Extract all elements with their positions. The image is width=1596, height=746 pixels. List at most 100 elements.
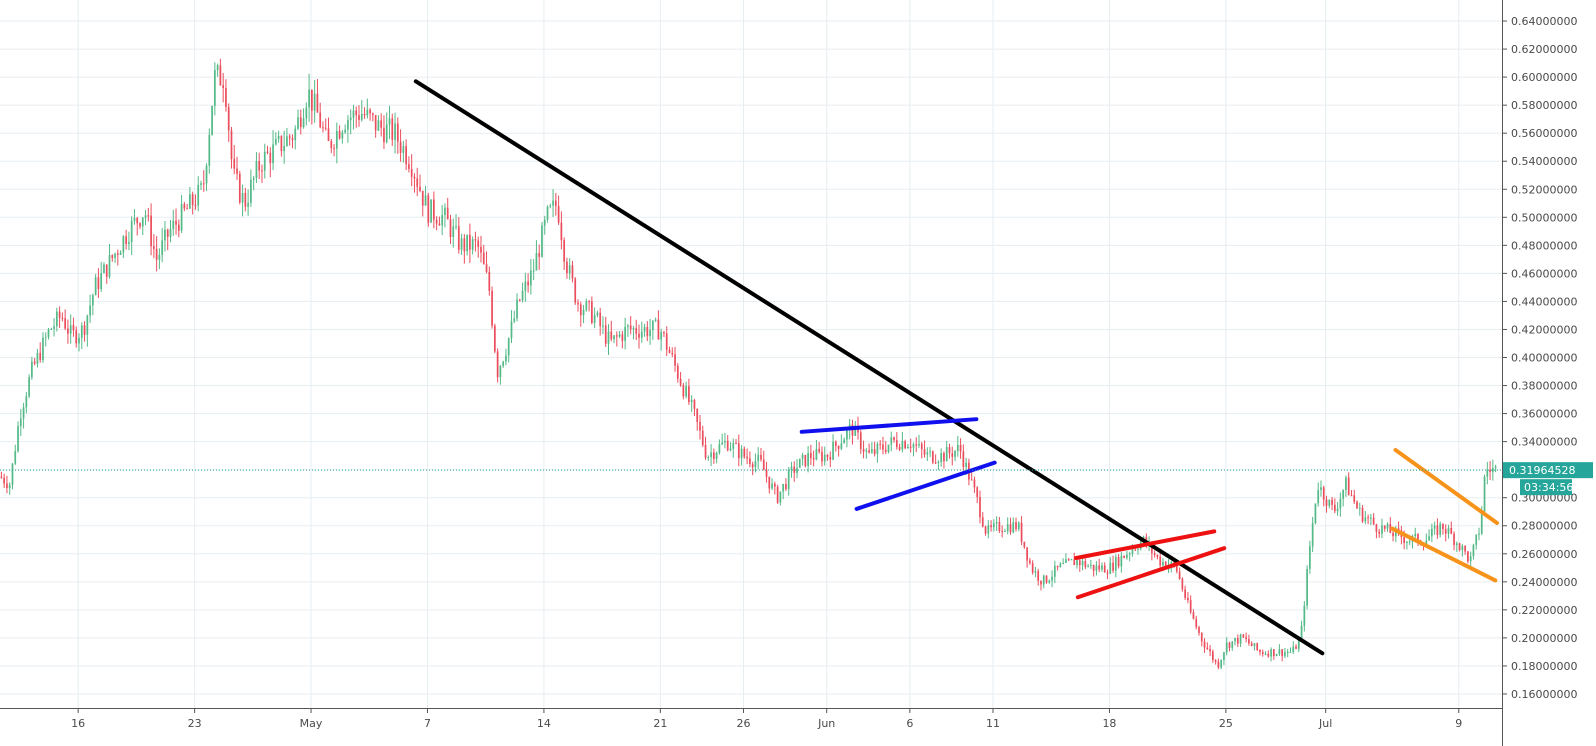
candle-down bbox=[610, 320, 613, 342]
candle-down bbox=[449, 214, 452, 244]
candle-up bbox=[1223, 651, 1225, 665]
candle-up bbox=[640, 321, 643, 343]
candle-up bbox=[19, 409, 22, 437]
candle-down bbox=[374, 115, 377, 138]
candle-up bbox=[1286, 648, 1289, 658]
candle-up bbox=[36, 348, 39, 368]
candle-down bbox=[1442, 523, 1444, 535]
candle-down bbox=[419, 174, 421, 193]
candle-up bbox=[1431, 523, 1433, 543]
candle-down bbox=[1040, 580, 1042, 591]
candle-up bbox=[1433, 521, 1436, 535]
candle-up bbox=[283, 130, 286, 164]
candle-up bbox=[1042, 574, 1045, 589]
price-tick-label: 0.64000000 bbox=[1511, 15, 1577, 28]
candle-up bbox=[28, 374, 30, 399]
candle-down bbox=[1029, 557, 1031, 565]
candle-up bbox=[158, 248, 161, 270]
candle-down bbox=[322, 121, 324, 133]
candle-down bbox=[768, 476, 771, 494]
candle-down bbox=[222, 73, 225, 103]
candle-up bbox=[1114, 554, 1117, 578]
candle-up bbox=[1081, 557, 1084, 571]
candle-up bbox=[1439, 521, 1442, 538]
candle-down bbox=[194, 194, 197, 210]
candle-down bbox=[227, 103, 230, 143]
candle-up bbox=[1090, 559, 1092, 570]
candle-up bbox=[1017, 521, 1020, 532]
candle-down bbox=[435, 216, 438, 231]
candle-down bbox=[834, 440, 837, 452]
candle-up bbox=[926, 447, 929, 461]
candle-up bbox=[524, 272, 527, 302]
price-tick-label: 0.38000000 bbox=[1511, 380, 1577, 393]
time-tick-label: Jun bbox=[817, 717, 835, 730]
candle-up bbox=[929, 446, 931, 458]
candle-up bbox=[907, 443, 909, 449]
candle-down bbox=[1206, 642, 1209, 650]
candle-down bbox=[391, 113, 394, 146]
candle-up bbox=[25, 391, 28, 414]
candle-up bbox=[1128, 551, 1131, 562]
candle-up bbox=[992, 519, 995, 532]
candle-down bbox=[1378, 528, 1381, 538]
candle-down bbox=[1458, 542, 1461, 552]
candle-up bbox=[1225, 637, 1228, 656]
candle-down bbox=[538, 244, 541, 271]
candle-up bbox=[430, 199, 432, 223]
candle-down bbox=[177, 219, 180, 238]
candle-up bbox=[602, 316, 604, 335]
candle-up bbox=[596, 310, 599, 318]
candle-up bbox=[956, 435, 959, 457]
candle-down bbox=[701, 425, 704, 448]
candle-up bbox=[1065, 553, 1067, 563]
candle-up bbox=[92, 293, 94, 316]
candle-up bbox=[108, 243, 111, 279]
candle-up bbox=[1328, 499, 1331, 509]
candle-up bbox=[128, 231, 130, 251]
candle-down bbox=[657, 310, 660, 340]
candle-down bbox=[554, 192, 557, 216]
price-tick-label: 0.54000000 bbox=[1511, 155, 1577, 168]
candle-down bbox=[574, 277, 577, 305]
candle-down bbox=[186, 203, 188, 210]
candle-up bbox=[1478, 527, 1480, 541]
candle-down bbox=[699, 414, 701, 440]
candle-down bbox=[258, 152, 261, 179]
candle-up bbox=[1095, 561, 1098, 576]
candle-down bbox=[837, 445, 840, 457]
candle-up bbox=[455, 214, 457, 230]
candle-up bbox=[1253, 643, 1256, 651]
candle-down bbox=[1356, 500, 1358, 509]
candle-up bbox=[441, 205, 444, 236]
candle-down bbox=[895, 432, 898, 450]
candle-down bbox=[931, 450, 934, 465]
candle-up bbox=[189, 186, 191, 210]
candle-down bbox=[396, 117, 399, 154]
candle-down bbox=[0, 471, 3, 479]
candle-down bbox=[765, 461, 768, 483]
candle-down bbox=[405, 139, 407, 171]
candle-up bbox=[42, 332, 44, 363]
candle-up bbox=[552, 189, 554, 217]
candle-down bbox=[1187, 592, 1189, 604]
candle-up bbox=[302, 108, 305, 129]
candle-down bbox=[105, 264, 108, 284]
candle-down bbox=[155, 236, 158, 272]
candle-down bbox=[615, 331, 618, 347]
candle-down bbox=[829, 451, 832, 468]
candle-down bbox=[338, 125, 341, 140]
candle-down bbox=[951, 446, 954, 466]
candle-up bbox=[460, 233, 463, 255]
candle-up bbox=[513, 310, 516, 324]
candle-up bbox=[1491, 459, 1494, 481]
candle-up bbox=[832, 434, 834, 461]
price-tick-label: 0.48000000 bbox=[1511, 239, 1577, 252]
candle-up bbox=[69, 314, 72, 344]
candle-up bbox=[1004, 528, 1006, 533]
candle-down bbox=[136, 216, 139, 236]
candle-down bbox=[316, 79, 319, 113]
candle-down bbox=[909, 438, 912, 453]
candle-down bbox=[760, 447, 762, 462]
